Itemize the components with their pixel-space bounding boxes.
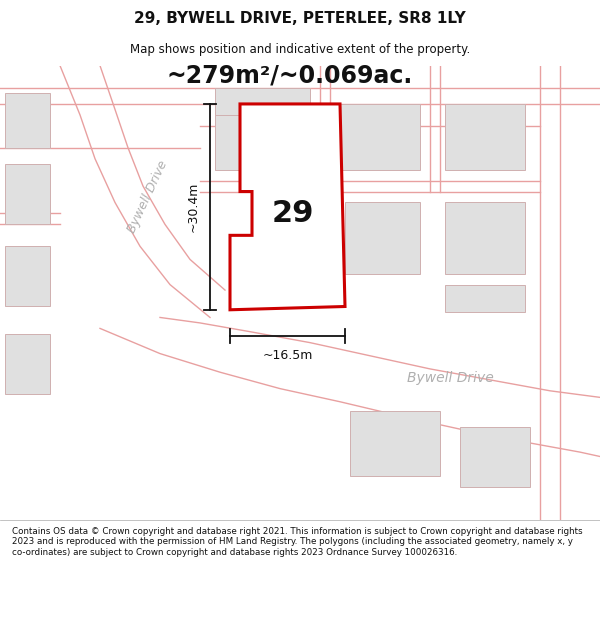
Text: ~30.4m: ~30.4m	[187, 182, 200, 232]
Polygon shape	[445, 104, 525, 169]
Text: 29, BYWELL DRIVE, PETERLEE, SR8 1LY: 29, BYWELL DRIVE, PETERLEE, SR8 1LY	[134, 11, 466, 26]
Polygon shape	[230, 104, 345, 310]
Polygon shape	[5, 246, 50, 306]
Text: Bywell Drive: Bywell Drive	[407, 371, 493, 384]
Polygon shape	[215, 88, 310, 115]
Text: Map shows position and indicative extent of the property.: Map shows position and indicative extent…	[130, 44, 470, 56]
Polygon shape	[5, 164, 50, 224]
Text: Contains OS data © Crown copyright and database right 2021. This information is : Contains OS data © Crown copyright and d…	[12, 527, 583, 557]
Polygon shape	[350, 411, 440, 476]
Polygon shape	[345, 202, 420, 274]
Polygon shape	[445, 202, 525, 274]
Text: Bywell Drive: Bywell Drive	[125, 159, 170, 235]
Polygon shape	[460, 427, 530, 487]
Text: 29: 29	[272, 199, 314, 228]
Text: ~279m²/~0.069ac.: ~279m²/~0.069ac.	[167, 64, 413, 88]
Text: ~16.5m: ~16.5m	[262, 349, 313, 362]
Polygon shape	[340, 104, 420, 169]
Polygon shape	[215, 104, 310, 169]
Polygon shape	[5, 93, 50, 148]
Polygon shape	[5, 334, 50, 394]
Polygon shape	[445, 284, 525, 312]
